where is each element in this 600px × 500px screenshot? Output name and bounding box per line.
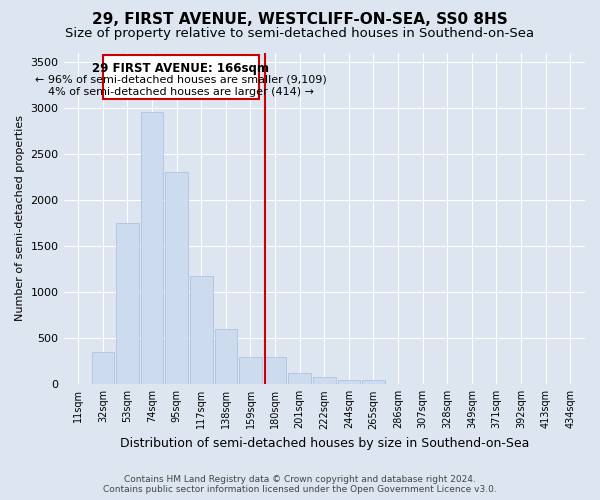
Y-axis label: Number of semi-detached properties: Number of semi-detached properties: [15, 116, 25, 322]
Bar: [92, 352, 114, 384]
Bar: [103, 56, 259, 98]
Bar: [239, 356, 262, 384]
Text: Contains HM Land Registry data © Crown copyright and database right 2024.
Contai: Contains HM Land Registry data © Crown c…: [103, 474, 497, 494]
Bar: [190, 276, 212, 384]
Text: ← 96% of semi-detached houses are smaller (9,109): ← 96% of semi-detached houses are smalle…: [35, 74, 327, 85]
Bar: [264, 356, 286, 384]
Text: 29, FIRST AVENUE, WESTCLIFF-ON-SEA, SS0 8HS: 29, FIRST AVENUE, WESTCLIFF-ON-SEA, SS0 …: [92, 12, 508, 28]
X-axis label: Distribution of semi-detached houses by size in Southend-on-Sea: Distribution of semi-detached houses by …: [119, 437, 529, 450]
Bar: [215, 329, 237, 384]
Bar: [141, 112, 163, 384]
Bar: [338, 380, 360, 384]
Bar: [116, 223, 139, 384]
Bar: [289, 373, 311, 384]
Bar: [166, 172, 188, 384]
Bar: [313, 378, 335, 384]
Text: Size of property relative to semi-detached houses in Southend-on-Sea: Size of property relative to semi-detach…: [65, 28, 535, 40]
Text: 29 FIRST AVENUE: 166sqm: 29 FIRST AVENUE: 166sqm: [92, 62, 269, 74]
Bar: [362, 380, 385, 384]
Text: 4% of semi-detached houses are larger (414) →: 4% of semi-detached houses are larger (4…: [48, 87, 314, 97]
